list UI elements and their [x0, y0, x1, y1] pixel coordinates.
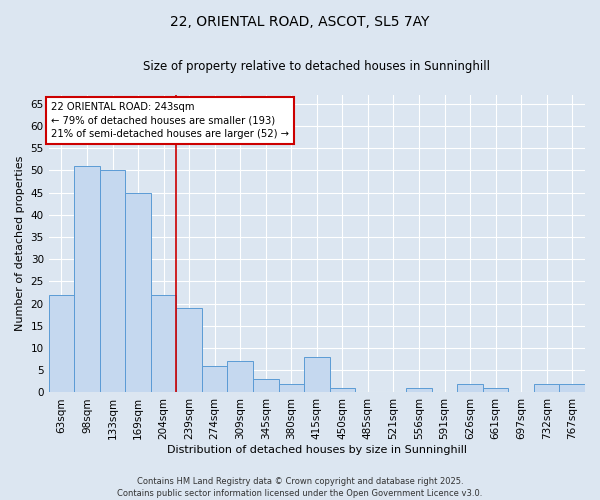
Bar: [74, 166, 100, 392]
Title: Size of property relative to detached houses in Sunninghill: Size of property relative to detached ho…: [143, 60, 490, 73]
Bar: [125, 192, 151, 392]
Bar: [483, 388, 508, 392]
Bar: [304, 357, 329, 392]
Text: 22 ORIENTAL ROAD: 243sqm
← 79% of detached houses are smaller (193)
21% of semi-: 22 ORIENTAL ROAD: 243sqm ← 79% of detach…: [52, 102, 289, 139]
Text: Contains HM Land Registry data © Crown copyright and database right 2025.
Contai: Contains HM Land Registry data © Crown c…: [118, 476, 482, 498]
Bar: [151, 295, 176, 392]
X-axis label: Distribution of detached houses by size in Sunninghill: Distribution of detached houses by size …: [167, 445, 467, 455]
Bar: [49, 295, 74, 392]
Y-axis label: Number of detached properties: Number of detached properties: [15, 156, 25, 332]
Bar: [227, 362, 253, 392]
Bar: [278, 384, 304, 392]
Bar: [253, 379, 278, 392]
Text: 22, ORIENTAL ROAD, ASCOT, SL5 7AY: 22, ORIENTAL ROAD, ASCOT, SL5 7AY: [170, 15, 430, 29]
Bar: [559, 384, 585, 392]
Bar: [457, 384, 483, 392]
Bar: [329, 388, 355, 392]
Bar: [406, 388, 432, 392]
Bar: [202, 366, 227, 392]
Bar: [534, 384, 559, 392]
Bar: [100, 170, 125, 392]
Bar: [176, 308, 202, 392]
